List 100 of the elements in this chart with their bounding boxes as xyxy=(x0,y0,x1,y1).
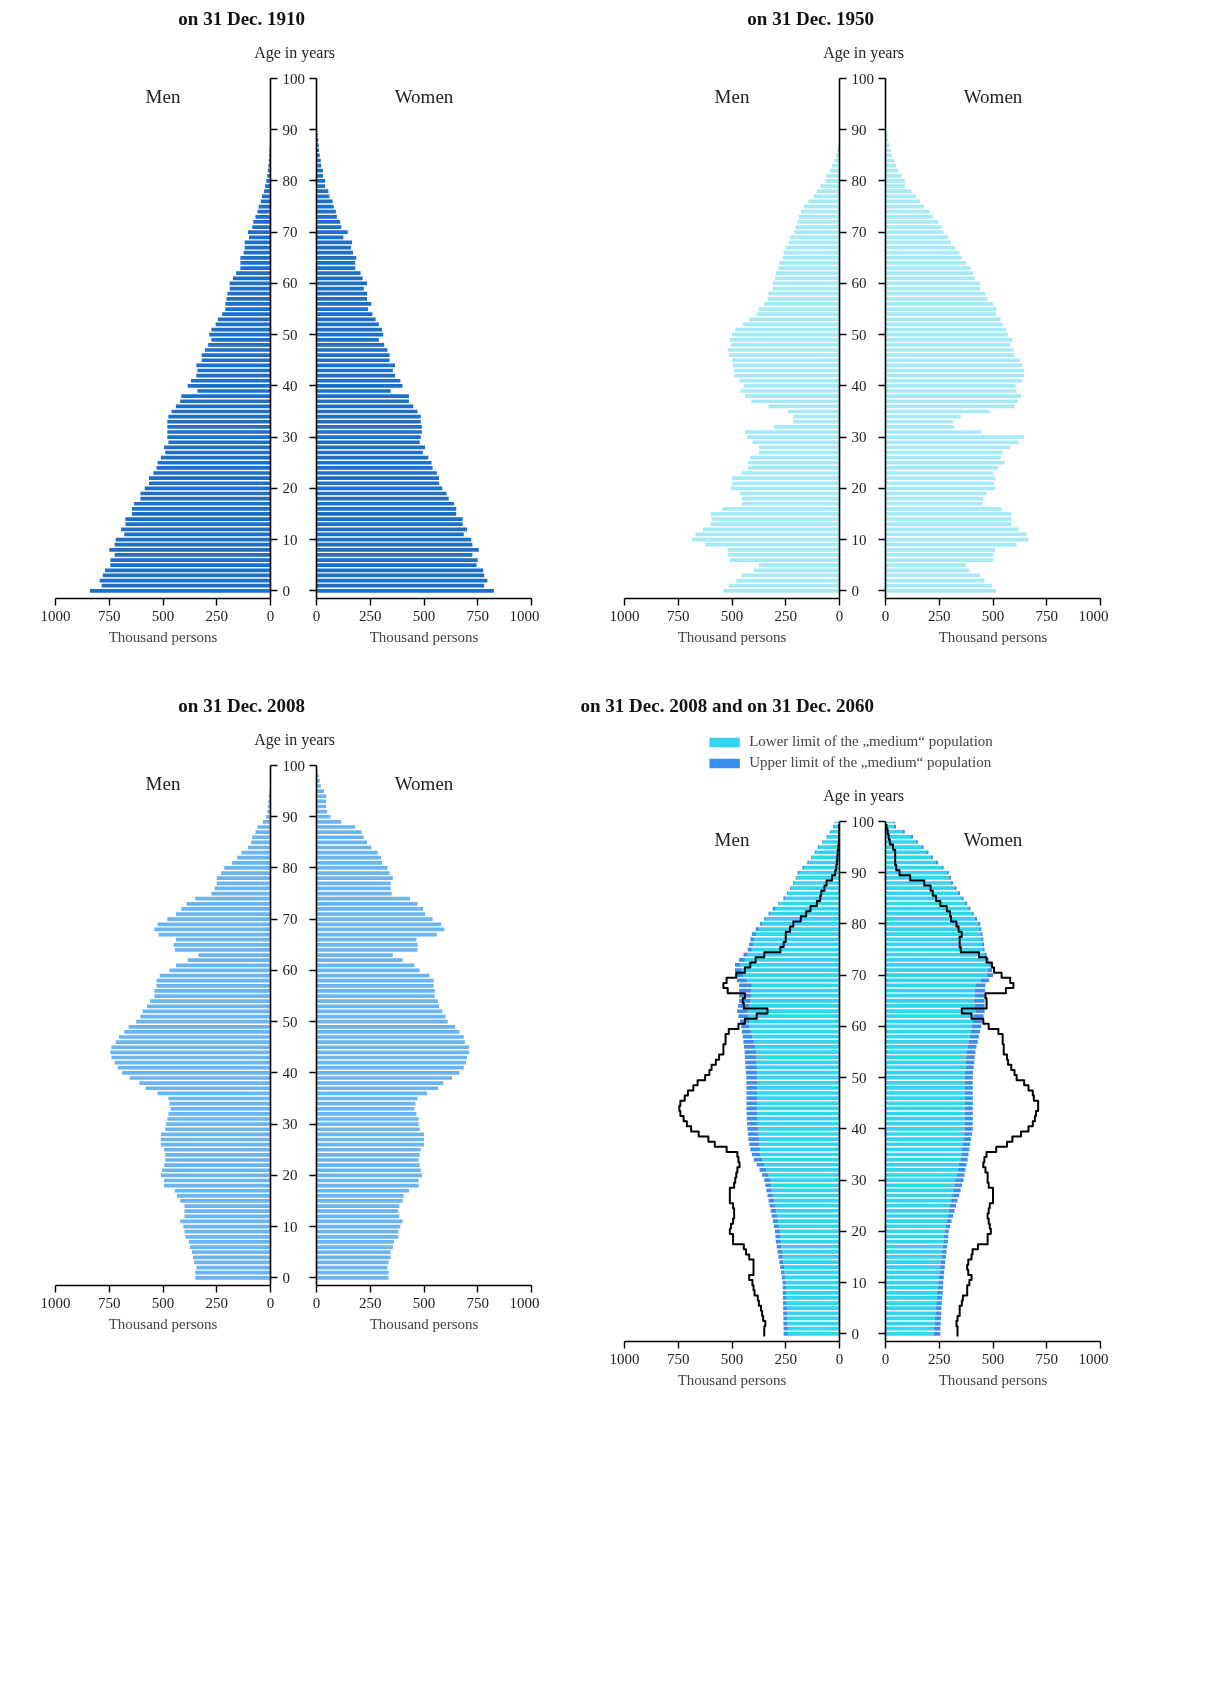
x-tick-label: 500 xyxy=(151,1294,175,1311)
chart-title: on 31 Dec. 2008 and on 31 Dec. 2060 xyxy=(580,694,874,718)
y-tick-label: 30 xyxy=(282,429,298,446)
y-tick-label: 0 xyxy=(282,1269,290,1286)
x-tick-label: 250 xyxy=(774,607,797,624)
y-tick-label: 40 xyxy=(851,1120,867,1137)
x-tick-label: 500 xyxy=(981,607,1005,624)
y-tick-label: 0 xyxy=(282,582,290,599)
x-tick-label: 0 xyxy=(312,1294,321,1311)
y-tick-label: 40 xyxy=(282,377,298,394)
annotation: Women xyxy=(963,86,1023,108)
x-tick-label: 750 xyxy=(667,607,690,624)
annotation: Women xyxy=(394,86,454,108)
x-axis-title: Thousand persons xyxy=(938,628,1048,645)
chart-title: on 31 Dec. 1950 xyxy=(747,7,874,31)
y-tick-label: 80 xyxy=(851,172,867,189)
x-axis-title: Thousand persons xyxy=(108,628,218,645)
y-tick-label: 60 xyxy=(851,1018,867,1035)
x-tick-label: 0 xyxy=(312,607,321,624)
y-tick-label: 100 xyxy=(851,70,874,87)
y-tick-label: 30 xyxy=(851,1172,867,1189)
x-tick-label: 500 xyxy=(412,607,436,624)
y-tick-label: 50 xyxy=(851,326,867,343)
y-tick-label: 60 xyxy=(282,275,298,292)
y-tick-label: 70 xyxy=(282,911,298,928)
y-axis-title: Age in years xyxy=(254,730,335,751)
legend-label: Lower limit of the „medium“ population xyxy=(749,733,993,751)
x-tick-label: 1000 xyxy=(1078,607,1109,624)
y-tick-label: 100 xyxy=(282,70,305,87)
x-tick-label: 1000 xyxy=(40,1294,71,1311)
x-tick-label: 250 xyxy=(928,607,951,624)
x-tick-label: 250 xyxy=(774,1350,797,1367)
y-tick-label: 100 xyxy=(851,813,874,830)
x-tick-label: 750 xyxy=(1035,1350,1058,1367)
y-tick-label: 20 xyxy=(282,1167,298,1184)
chart-title: on 31 Dec. 1910 xyxy=(178,7,305,31)
y-tick-label: 20 xyxy=(282,480,298,497)
y-tick-label: 60 xyxy=(282,962,298,979)
y-tick-label: 10 xyxy=(851,1274,867,1291)
x-tick-label: 750 xyxy=(466,1294,489,1311)
y-axis-title: Age in years xyxy=(823,786,904,807)
x-tick-label: 750 xyxy=(466,607,489,624)
x-axis-title: Thousand persons xyxy=(108,1315,218,1332)
y-tick-label: 60 xyxy=(851,275,867,292)
x-tick-label: 0 xyxy=(881,607,890,624)
x-tick-label: 1000 xyxy=(509,1294,540,1311)
x-tick-label: 250 xyxy=(205,1294,228,1311)
y-tick-label: 10 xyxy=(282,1218,298,1235)
y-tick-label: 90 xyxy=(282,808,298,825)
x-tick-label: 0 xyxy=(835,1350,844,1367)
y-tick-label: 90 xyxy=(851,864,867,881)
x-axis-title: Thousand persons xyxy=(677,628,787,645)
y-tick-label: 10 xyxy=(282,531,298,548)
y-tick-label: 30 xyxy=(851,429,867,446)
x-tick-label: 0 xyxy=(266,607,275,624)
x-axis-title: Thousand persons xyxy=(369,628,479,645)
y-tick-label: 90 xyxy=(851,121,867,138)
y-tick-label: 70 xyxy=(851,224,867,241)
y-axis-title: Age in years xyxy=(823,43,904,64)
y-tick-label: 80 xyxy=(282,859,298,876)
y-tick-label: 50 xyxy=(851,1069,867,1086)
annotation: Men xyxy=(714,829,750,851)
x-tick-label: 500 xyxy=(981,1350,1005,1367)
x-tick-label: 0 xyxy=(835,607,844,624)
y-tick-label: 20 xyxy=(851,480,867,497)
x-tick-label: 250 xyxy=(928,1350,951,1367)
x-tick-label: 500 xyxy=(412,1294,436,1311)
annotation: Women xyxy=(963,829,1023,851)
y-tick-label: 50 xyxy=(282,326,298,343)
x-axis-title: Thousand persons xyxy=(369,1315,479,1332)
x-tick-label: 500 xyxy=(720,1350,744,1367)
annotation: Women xyxy=(394,773,454,795)
x-tick-label: 750 xyxy=(98,607,121,624)
x-tick-label: 1000 xyxy=(509,607,540,624)
y-tick-label: 80 xyxy=(282,172,298,189)
x-tick-label: 250 xyxy=(205,607,228,624)
x-tick-label: 250 xyxy=(359,1294,382,1311)
x-tick-label: 750 xyxy=(1035,607,1058,624)
y-tick-label: 0 xyxy=(851,582,859,599)
y-tick-label: 90 xyxy=(282,121,298,138)
x-tick-label: 1000 xyxy=(609,1350,640,1367)
annotation: Men xyxy=(714,86,750,108)
y-tick-label: 0 xyxy=(851,1325,859,1342)
y-tick-label: 40 xyxy=(851,377,867,394)
annotation: Men xyxy=(145,773,181,795)
y-tick-label: 20 xyxy=(851,1223,867,1240)
x-axis-title: Thousand persons xyxy=(938,1371,1048,1388)
y-tick-label: 40 xyxy=(282,1064,298,1081)
annotation: Men xyxy=(145,86,181,108)
x-tick-label: 500 xyxy=(151,607,175,624)
x-axis-title: Thousand persons xyxy=(677,1371,787,1388)
y-tick-label: 70 xyxy=(282,224,298,241)
x-tick-label: 750 xyxy=(667,1350,690,1367)
x-tick-label: 250 xyxy=(359,607,382,624)
x-tick-label: 1000 xyxy=(1078,1350,1109,1367)
x-tick-label: 1000 xyxy=(609,607,640,624)
x-tick-label: 500 xyxy=(720,607,744,624)
y-tick-label: 70 xyxy=(851,967,867,984)
chart-title: on 31 Dec. 2008 xyxy=(178,694,305,718)
y-axis-title: Age in years xyxy=(254,43,335,64)
